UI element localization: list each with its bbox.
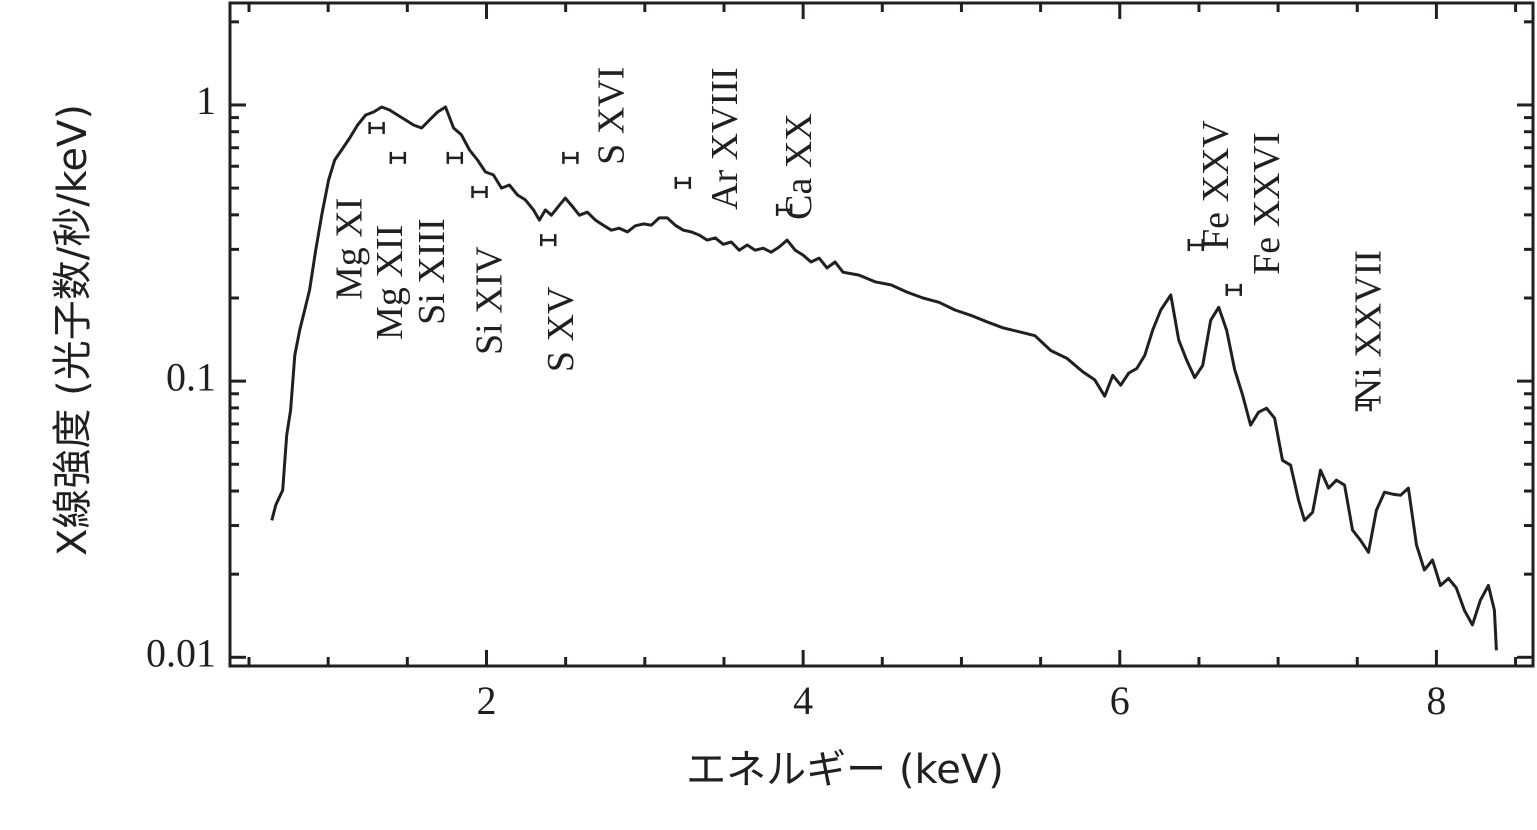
- line-label: Ar XVIII: [704, 67, 746, 209]
- line-marker: [368, 122, 385, 135]
- line-marker: [775, 203, 793, 216]
- line-label: S XV: [540, 286, 582, 372]
- spectrum-line: [270, 105, 1498, 651]
- y-axis-label: X線強度 (光子数/秒/keV): [50, 104, 96, 556]
- line-marker: [1355, 399, 1372, 412]
- line-label: Mg XI: [329, 198, 371, 300]
- line-marker: [1225, 283, 1243, 296]
- line-marker: [539, 234, 557, 247]
- line-label: S XVI: [590, 67, 632, 165]
- line-label: Si XIII: [411, 218, 453, 325]
- line-marker: [1187, 239, 1205, 252]
- x-tick-label: 6: [1110, 678, 1130, 723]
- y-tick-label: 0.01: [146, 630, 216, 675]
- line-marker: [389, 151, 407, 164]
- line-marker: [562, 151, 579, 164]
- line-marker: [471, 186, 488, 198]
- y-tick-label: 0.1: [166, 354, 216, 399]
- line-label: Ni XXVII: [1348, 250, 1390, 405]
- x-tick-label: 2: [476, 678, 496, 723]
- line-label: Ca XX: [778, 113, 820, 220]
- line-label: Mg XII: [369, 225, 411, 340]
- line-marker: [674, 176, 692, 189]
- line-marker: [446, 151, 464, 164]
- plot-frame: [228, 1, 1535, 668]
- y-tick-label: 1: [196, 78, 216, 123]
- line-label: Fe XXV: [1195, 120, 1237, 250]
- line-label: Si XIV: [469, 246, 511, 355]
- line-label: Fe XXVI: [1246, 132, 1288, 274]
- x-axis-label: エネルギー (keV): [686, 747, 1004, 793]
- x-tick-label: 4: [793, 678, 813, 723]
- x-tick-label: 8: [1426, 678, 1446, 723]
